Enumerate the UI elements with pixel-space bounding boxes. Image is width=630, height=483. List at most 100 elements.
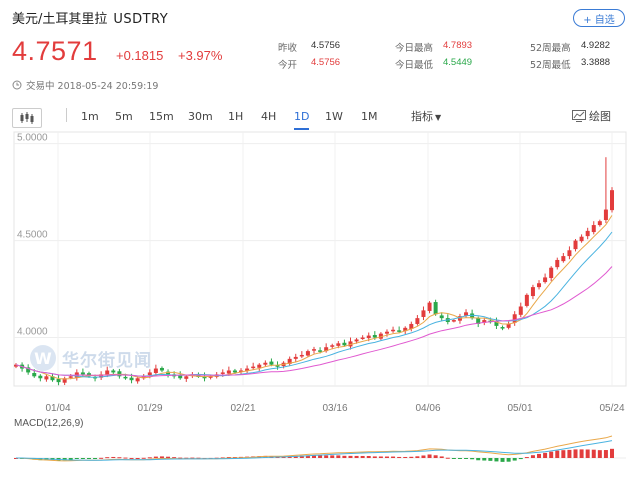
macd-histogram-bar — [603, 450, 608, 458]
candle-body — [153, 368, 158, 374]
x-tick-label: 02/21 — [230, 403, 255, 414]
macd-histogram-bar — [354, 455, 359, 458]
candle-body — [245, 368, 250, 372]
candle-body — [378, 333, 383, 339]
macd-histogram-bar — [530, 455, 535, 458]
candle-body — [141, 376, 146, 379]
macd-histogram-bar — [135, 457, 140, 459]
candle-body — [38, 375, 43, 379]
candle-body — [32, 373, 37, 377]
candle-body — [439, 315, 444, 319]
macd-histogram-bar — [299, 455, 304, 458]
candle-body — [610, 190, 614, 211]
candle-body — [287, 358, 292, 364]
chart-type-button[interactable] — [12, 108, 42, 128]
macd-histogram-bar — [342, 455, 347, 458]
candle-body — [257, 364, 262, 368]
period-1h[interactable]: 1H — [228, 110, 244, 123]
price-chart[interactable]: 5.0000 4.5000 4.0000 01/04 01/29 02/21 03/16 04… — [0, 130, 630, 483]
period-15m[interactable]: 15m — [149, 110, 174, 123]
period-30m[interactable]: 30m — [188, 110, 213, 123]
macd-histogram-bar — [159, 456, 164, 458]
candle-body — [427, 302, 432, 311]
draw-icon — [572, 110, 586, 122]
period-1d[interactable]: 1D — [294, 104, 310, 130]
candle-body — [208, 376, 213, 378]
candle-body — [500, 327, 505, 329]
macd-histogram-bar — [129, 457, 134, 459]
macd-histogram-bar — [524, 457, 529, 459]
macd-histogram-bar — [512, 458, 517, 461]
candle-body — [451, 320, 456, 322]
candle-body — [336, 343, 341, 346]
draw-tool-button[interactable]: 绘图 — [572, 104, 611, 130]
candle-body — [391, 329, 396, 332]
period-1w[interactable]: 1W — [325, 110, 343, 123]
macd-histogram-bar — [506, 458, 511, 462]
candle-body — [129, 377, 134, 381]
candle-body — [220, 372, 225, 374]
candle-body — [135, 378, 140, 382]
candle-body — [123, 376, 128, 379]
macd-histogram-bar — [226, 457, 231, 459]
watermark-text: 华尔街见闻 — [62, 350, 152, 371]
period-5m[interactable]: 5m — [115, 110, 133, 123]
candle-body — [512, 314, 517, 323]
add-watchlist-button[interactable]: + 自选 — [573, 9, 625, 27]
day-low-label: 今日最低 — [395, 60, 434, 71]
macd-histogram-bar — [427, 454, 432, 458]
watermark: W 华尔街见闻 — [30, 345, 152, 371]
x-tick-label: 04/06 — [415, 403, 440, 414]
candle-body — [263, 362, 268, 365]
candle-body — [305, 351, 310, 356]
open-value: 4.5756 — [311, 57, 341, 68]
macd-histogram-bar — [561, 450, 566, 458]
macd-histogram-bar — [123, 457, 128, 459]
macd-histogram-bar — [384, 456, 389, 458]
macd-histogram-bar — [190, 457, 195, 459]
period-1m[interactable]: 1m — [81, 110, 99, 123]
candle-body — [354, 339, 359, 342]
candle-body — [166, 371, 171, 375]
macd-histogram-bar — [336, 455, 341, 458]
candle-body — [232, 370, 237, 373]
macd-histogram-bar — [409, 456, 414, 458]
candle-body — [56, 379, 61, 383]
instrument-title: 美元/土耳其里拉 USDTRY — [12, 8, 168, 27]
candle-body — [561, 256, 566, 262]
macd-histogram-bar — [537, 453, 542, 458]
day-high-label: 今日最高 — [395, 43, 434, 54]
candle-body — [324, 347, 329, 352]
caret-down-icon: ▼ — [435, 113, 442, 122]
candle-body — [159, 367, 164, 371]
day-low-value: 4.5449 — [443, 57, 473, 68]
market-status-text: 交易中 2018-05-24 20:59:19 — [26, 81, 159, 92]
y-tick-label: 4.5000 — [17, 230, 48, 241]
macd-histogram-bar — [324, 455, 329, 458]
macd-histogram-bar — [366, 456, 371, 458]
macd-histogram-bar — [305, 455, 310, 458]
period-1month[interactable]: 1M — [361, 110, 378, 123]
macd-histogram-bar — [172, 457, 177, 459]
indicator-menu[interactable]: 指标 ▼ — [411, 104, 441, 130]
macd-histogram-bar — [166, 456, 171, 458]
day-high-value: 4.7893 — [443, 40, 473, 51]
candle-body — [415, 318, 420, 324]
candle-body — [530, 287, 535, 297]
macd-histogram-bar — [543, 452, 548, 458]
candle-body — [226, 370, 231, 374]
macd-histogram-bar — [464, 458, 469, 459]
indicator-label: 指标 — [411, 110, 433, 123]
macd-histogram-bar — [433, 455, 438, 458]
y-tick-label: 4.0000 — [17, 327, 48, 338]
macd-histogram-bar — [470, 458, 475, 460]
macd-histogram-bar — [579, 449, 584, 458]
period-4h[interactable]: 4H — [261, 110, 277, 123]
macd-histogram-bar — [591, 449, 596, 458]
candle-body — [202, 376, 207, 379]
candle-body — [549, 267, 554, 279]
macd-histogram-bar — [445, 457, 450, 459]
candle-body — [99, 374, 104, 378]
instrument-symbol: USDTRY — [113, 12, 169, 27]
macd-histogram-bar — [74, 458, 79, 459]
